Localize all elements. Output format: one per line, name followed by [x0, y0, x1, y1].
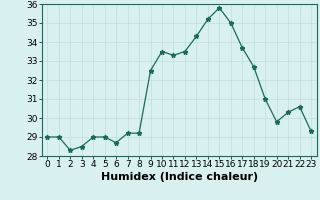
X-axis label: Humidex (Indice chaleur): Humidex (Indice chaleur)	[100, 172, 258, 182]
